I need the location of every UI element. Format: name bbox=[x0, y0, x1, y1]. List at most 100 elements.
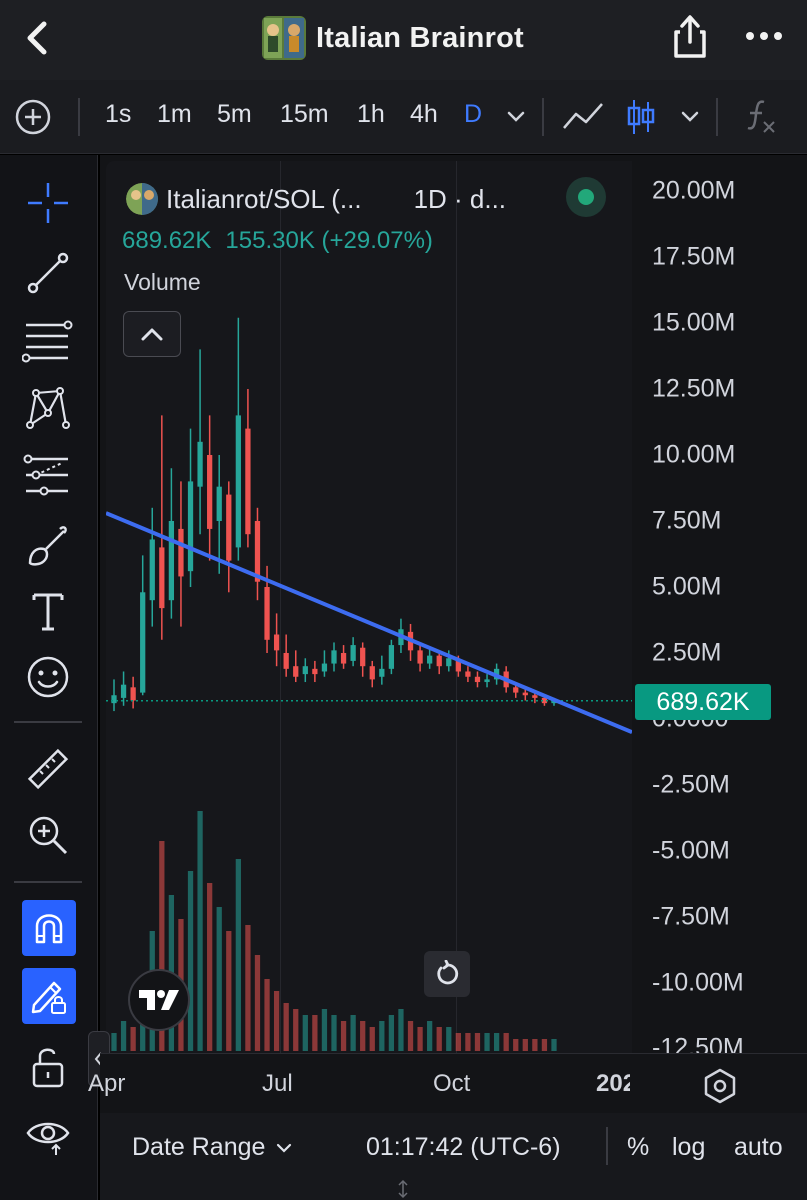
candle-body bbox=[350, 645, 356, 661]
candle-body bbox=[427, 655, 433, 664]
candle-body bbox=[197, 441, 203, 487]
price-scale[interactable]: 20.00M 17.50M 15.00M 12.50M 10.00M 7.50M… bbox=[632, 155, 807, 1062]
volume-bar bbox=[513, 1039, 519, 1051]
emoji-tool[interactable] bbox=[20, 649, 76, 705]
volume-bar bbox=[369, 1027, 375, 1051]
candle-body bbox=[436, 655, 442, 667]
current-price-tag: 689.62K bbox=[635, 684, 771, 720]
fib-retracement-tool[interactable] bbox=[20, 313, 76, 369]
market-status-indicator[interactable] bbox=[566, 177, 606, 217]
stay-in-drawing-mode-toggle[interactable] bbox=[22, 968, 76, 1024]
time-label: 2025 bbox=[596, 1070, 630, 1097]
symbol-interval: 1D · d... bbox=[413, 183, 507, 214]
toolbar-divider bbox=[14, 881, 82, 883]
symbol-legend[interactable]: Italianrot/SOL (... 1D · d... bbox=[126, 183, 506, 215]
magnet-mode-toggle[interactable] bbox=[22, 900, 76, 956]
back-button[interactable] bbox=[18, 18, 58, 58]
share-icon bbox=[674, 15, 706, 58]
token-avatar bbox=[126, 183, 158, 215]
volume-bar bbox=[541, 1039, 548, 1051]
pattern-tool[interactable] bbox=[20, 379, 76, 435]
volume-bar bbox=[120, 1021, 127, 1051]
timeframe-5m[interactable]: 5m bbox=[217, 100, 252, 128]
collapse-legend-button[interactable] bbox=[123, 311, 181, 357]
timezone-clock[interactable]: 01:17:42 (UTC-6) bbox=[366, 1133, 561, 1161]
chart-type-dropdown-button[interactable] bbox=[678, 106, 702, 131]
drawing-toolbar bbox=[0, 155, 98, 1200]
candle-body bbox=[216, 486, 222, 521]
eye-icon bbox=[26, 1122, 70, 1155]
candle-body bbox=[388, 645, 395, 669]
volume-bar bbox=[436, 1027, 442, 1051]
more-options-button[interactable] bbox=[740, 22, 788, 50]
timeframe-d[interactable]: D bbox=[464, 100, 483, 128]
time-axis[interactable]: Apr Jul Oct 2025 bbox=[88, 1053, 807, 1113]
price-label: 2.50M bbox=[652, 638, 722, 667]
legend-values: 689.62K 155.30K (+29.07%) bbox=[122, 227, 433, 255]
drag-handle-icon[interactable] bbox=[395, 1179, 411, 1199]
price-label: 7.50M bbox=[652, 506, 722, 535]
candle-body bbox=[111, 695, 117, 704]
timeframe-4h[interactable]: 4h bbox=[410, 100, 438, 128]
volume-indicator-label[interactable]: Volume bbox=[124, 269, 201, 295]
brush-tool[interactable] bbox=[20, 517, 76, 573]
volume-bar bbox=[159, 841, 165, 1051]
volume-bar bbox=[360, 1021, 366, 1051]
chart-plot-area[interactable]: Italianrot/SOL (... 1D · d... 689.62K 15… bbox=[106, 161, 632, 1200]
chart-toolbar: 1s 1m 5m 15m 1h 4h D bbox=[0, 80, 807, 154]
indicators-button[interactable] bbox=[744, 96, 778, 141]
volume-bar bbox=[293, 1009, 299, 1051]
candle-body bbox=[283, 653, 289, 669]
zoom-in-icon bbox=[29, 816, 68, 855]
trend-line-drawing[interactable] bbox=[106, 511, 632, 735]
chevron-down-icon bbox=[681, 111, 699, 122]
volume-bar bbox=[503, 1033, 509, 1051]
volume-bar bbox=[312, 1015, 318, 1051]
forecasting-tool[interactable] bbox=[20, 447, 76, 503]
log-scale-button[interactable]: log bbox=[672, 1133, 706, 1161]
timeframe-dropdown-button[interactable] bbox=[504, 106, 528, 131]
plus-circle-icon bbox=[15, 99, 51, 135]
volume-bar bbox=[254, 955, 261, 1051]
volume-bar bbox=[331, 1015, 337, 1051]
timeframe-1m[interactable]: 1m bbox=[157, 100, 192, 128]
text-tool[interactable] bbox=[20, 583, 76, 639]
volume-bar bbox=[226, 931, 232, 1051]
xabcd-pattern-icon bbox=[26, 387, 70, 429]
chart-type-line-button[interactable] bbox=[560, 98, 606, 141]
add-symbol-button[interactable] bbox=[14, 98, 52, 136]
tradingview-logo-icon bbox=[139, 990, 179, 1010]
chart-settings-button[interactable] bbox=[700, 1066, 740, 1106]
date-range-button[interactable]: Date Range bbox=[132, 1133, 293, 1162]
reset-chart-button[interactable] bbox=[424, 951, 470, 997]
price-label: -2.50M bbox=[652, 770, 730, 799]
hide-drawings-button[interactable] bbox=[20, 1107, 76, 1163]
percent-scale-button[interactable]: % bbox=[627, 1133, 650, 1161]
timeframe-1s[interactable]: 1s bbox=[105, 100, 132, 128]
chart-panel: Italianrot/SOL (... 1D · d... 689.62K 15… bbox=[88, 155, 807, 1200]
price-label: 20.00M bbox=[652, 176, 736, 205]
price-label: 10.00M bbox=[652, 440, 736, 469]
page-title: Italian Brainrot bbox=[316, 21, 524, 54]
auto-scale-button[interactable]: auto bbox=[734, 1133, 783, 1161]
trend-line-tool[interactable] bbox=[20, 245, 76, 301]
timeframe-15m[interactable]: 15m bbox=[280, 100, 329, 128]
share-button[interactable] bbox=[668, 12, 712, 60]
candle-body bbox=[264, 587, 270, 640]
unlock-icon bbox=[32, 1048, 64, 1088]
chart-type-candles-button[interactable] bbox=[624, 98, 658, 141]
candle-body bbox=[168, 521, 175, 601]
tradingview-logo[interactable] bbox=[128, 969, 190, 1031]
volume-bar bbox=[216, 907, 222, 1051]
brush-icon bbox=[28, 526, 67, 566]
volume-bar bbox=[417, 1027, 423, 1051]
top-navigation-bar: Italian Brainrot bbox=[0, 0, 807, 80]
lock-drawings-button[interactable] bbox=[20, 1039, 76, 1095]
timeframe-1h[interactable]: 1h bbox=[357, 100, 385, 128]
measure-tool[interactable] bbox=[20, 741, 76, 797]
zoom-in-tool[interactable] bbox=[20, 807, 76, 863]
crosshair-tool[interactable] bbox=[20, 175, 76, 231]
candle-body bbox=[455, 660, 461, 672]
line-chart-icon bbox=[563, 103, 603, 129]
smiley-icon bbox=[27, 656, 69, 698]
